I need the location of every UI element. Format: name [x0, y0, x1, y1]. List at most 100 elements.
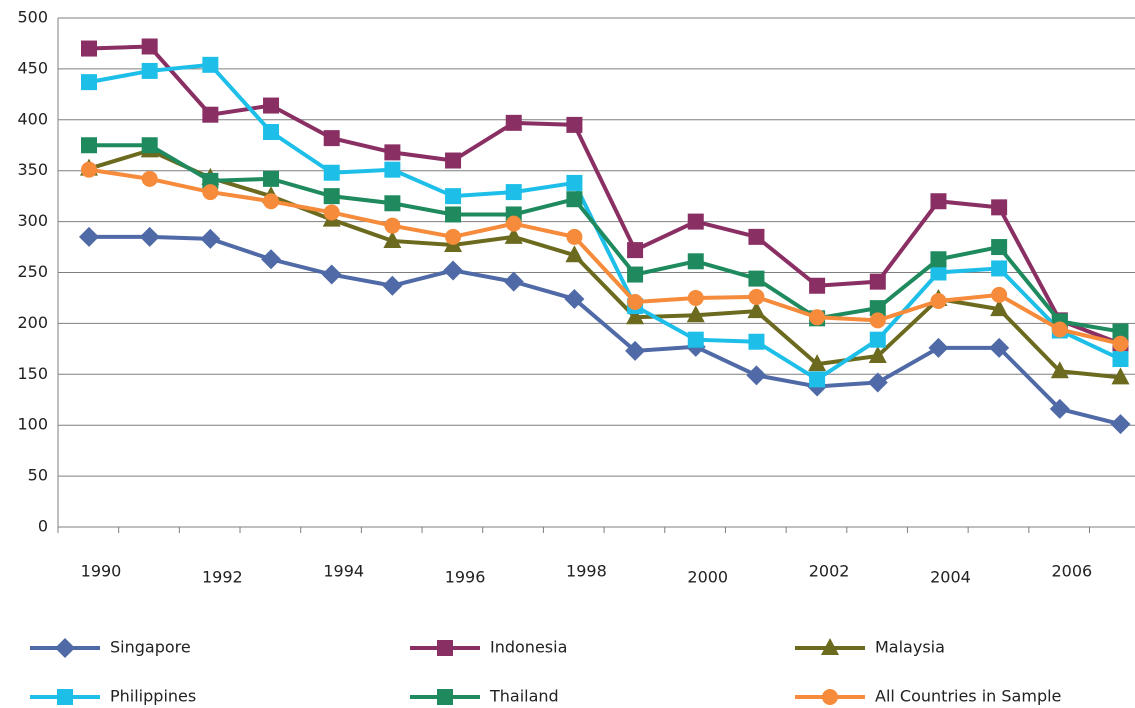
x-tick-label: 2000 — [687, 568, 728, 587]
y-tick-label: 400 — [17, 109, 48, 128]
data-point — [565, 245, 584, 263]
y-tick-label: 450 — [17, 58, 48, 77]
x-tick-label: 1996 — [445, 568, 486, 587]
x-tick-label: 2006 — [1051, 562, 1092, 581]
data-point — [930, 264, 947, 281]
data-point — [627, 242, 644, 259]
data-point — [930, 293, 947, 310]
legend-marker — [55, 638, 75, 658]
data-point — [263, 97, 280, 114]
data-point — [867, 372, 888, 393]
data-point — [869, 331, 886, 348]
data-point — [869, 312, 886, 329]
data-point — [383, 230, 402, 248]
data-point — [384, 144, 401, 161]
data-point — [202, 106, 219, 123]
series-line — [88, 44, 1122, 346]
data-point — [1110, 414, 1131, 435]
series-line — [89, 234, 1121, 427]
legend-label: Indonesia — [490, 638, 567, 657]
data-point — [991, 260, 1008, 277]
data-point — [928, 337, 949, 358]
legend-label: All Countries in Sample — [875, 687, 1061, 706]
data-point — [443, 260, 464, 281]
data-point — [139, 226, 160, 247]
data-point — [809, 309, 826, 326]
data-point — [323, 204, 340, 221]
data-point — [808, 354, 827, 372]
series-line — [89, 143, 1121, 334]
x-tick-label: 1998 — [566, 562, 607, 581]
data-point — [1050, 361, 1069, 379]
data-point — [1051, 321, 1068, 338]
data-point — [991, 239, 1008, 256]
data-point — [263, 193, 280, 210]
data-point — [627, 266, 644, 283]
legend-marker — [57, 689, 73, 705]
data-point — [202, 172, 219, 189]
x-tick-label: 1992 — [202, 568, 243, 587]
data-point — [748, 333, 765, 350]
data-point — [323, 130, 340, 147]
data-point — [748, 228, 765, 245]
data-point — [747, 301, 766, 319]
y-tick-label: 200 — [17, 313, 48, 332]
data-point — [687, 253, 704, 270]
data-point — [687, 331, 704, 348]
series-line — [88, 62, 1122, 382]
data-point — [1111, 367, 1130, 385]
data-point — [566, 116, 583, 133]
y-tick-label: 300 — [17, 211, 48, 230]
data-point — [81, 137, 97, 154]
y-tick-label: 0 — [38, 517, 48, 536]
data-point — [261, 249, 282, 270]
data-point — [505, 215, 522, 232]
data-point — [321, 264, 342, 285]
data-point — [323, 188, 340, 205]
data-point — [930, 193, 947, 210]
legend-marker — [437, 640, 453, 656]
y-tick-label: 250 — [17, 262, 48, 281]
y-tick-label: 500 — [17, 8, 48, 27]
data-point — [384, 217, 401, 234]
data-point — [263, 124, 280, 141]
data-point — [445, 228, 462, 245]
data-point — [81, 74, 97, 91]
data-point — [809, 371, 826, 388]
data-point — [263, 170, 280, 187]
data-point — [991, 199, 1008, 216]
data-point — [566, 174, 583, 191]
data-point — [687, 289, 704, 306]
y-tick-label: 100 — [17, 415, 48, 434]
data-point — [869, 300, 886, 317]
data-point — [445, 206, 462, 223]
y-tick-label: 150 — [17, 364, 48, 383]
data-point — [748, 270, 765, 287]
data-point — [141, 137, 158, 154]
data-point — [323, 164, 340, 181]
data-point — [1112, 351, 1129, 368]
y-tick-label: 50 — [28, 466, 48, 485]
data-point — [141, 170, 158, 187]
data-point — [868, 345, 887, 363]
data-point — [566, 228, 583, 245]
data-point — [686, 305, 705, 323]
x-tick-label: 2004 — [930, 568, 971, 587]
data-point — [626, 307, 645, 325]
x-tick-label: 1990 — [81, 562, 122, 581]
data-point — [202, 184, 219, 201]
legend-label: Philippines — [110, 687, 196, 706]
data-point — [79, 226, 99, 247]
data-point — [141, 62, 158, 79]
legend-marker — [822, 689, 838, 705]
data-point — [564, 288, 585, 309]
data-point — [1112, 323, 1129, 340]
data-point — [141, 38, 158, 55]
series-line — [88, 167, 1121, 346]
data-point — [930, 251, 947, 268]
data-point — [869, 273, 886, 290]
data-point — [687, 213, 704, 230]
data-point — [991, 286, 1008, 303]
legend-marker — [821, 638, 839, 655]
legend-label: Singapore — [110, 638, 191, 657]
